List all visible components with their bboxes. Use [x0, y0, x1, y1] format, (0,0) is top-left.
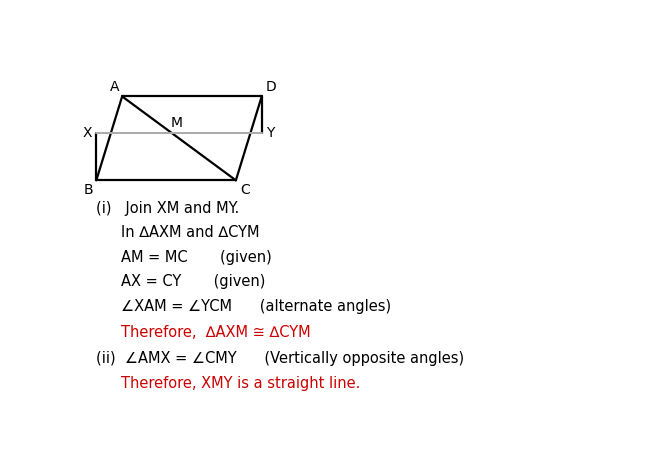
Text: In ∆AXM and ∆CYM: In ∆AXM and ∆CYM — [121, 225, 259, 240]
Text: Therefore, XMY is a straight line.: Therefore, XMY is a straight line. — [121, 376, 360, 391]
Text: (i)   Join XM and MY.: (i) Join XM and MY. — [96, 201, 239, 216]
Text: AX = CY       (given): AX = CY (given) — [121, 274, 265, 289]
Text: Therefore,  ∆AXM ≅ ∆CYM: Therefore, ∆AXM ≅ ∆CYM — [121, 325, 310, 340]
Text: Y: Y — [266, 126, 274, 140]
Text: B: B — [84, 183, 93, 197]
Text: D: D — [266, 79, 277, 94]
Text: C: C — [240, 183, 249, 197]
Text: M: M — [171, 116, 182, 130]
Text: ∠XAM = ∠YCM      (alternate angles): ∠XAM = ∠YCM (alternate angles) — [121, 299, 391, 314]
Text: X: X — [83, 126, 92, 140]
Text: A: A — [110, 79, 119, 94]
Text: AM = MC       (given): AM = MC (given) — [121, 250, 271, 265]
Text: (ii)  ∠AMX = ∠CMY      (Vertically opposite angles): (ii) ∠AMX = ∠CMY (Vertically opposite an… — [96, 351, 464, 366]
